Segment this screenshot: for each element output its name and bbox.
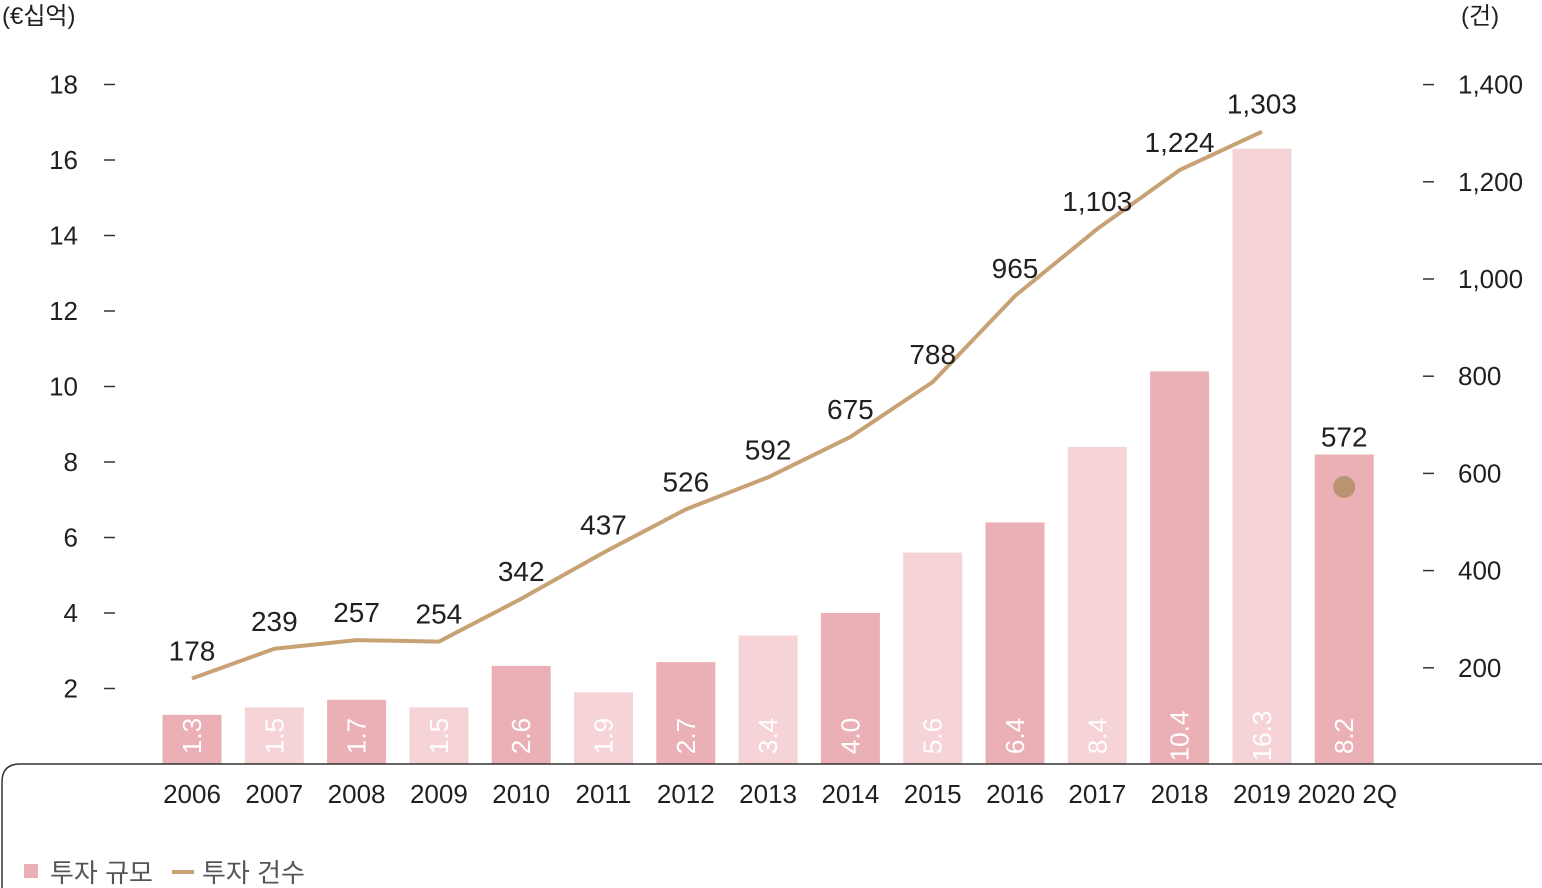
bar-2013: [738, 635, 798, 764]
line-value-label: 572: [1321, 422, 1368, 453]
left-tick-label: 14: [49, 221, 78, 251]
line-value-label: 239: [251, 606, 298, 637]
line-investment-count: [191, 129, 1263, 681]
bar-2011: [574, 692, 633, 764]
line-value-label: 437: [580, 510, 627, 541]
legend-label-line: 투자 건수: [202, 858, 305, 888]
bar-series: [162, 148, 1374, 764]
bar-value-label: 4.0: [835, 718, 865, 754]
line-value-label: 788: [909, 339, 956, 370]
bar-value-label: 1.7: [342, 718, 372, 754]
left-axis: 2 4 6 8 10 12 14 16 18: [49, 70, 115, 704]
right-tick-label: 1,400: [1458, 70, 1523, 100]
bar-value-label: 1.5: [424, 718, 454, 754]
x-tick-label: 2009: [410, 779, 468, 809]
line-value-label: 1,103: [1062, 186, 1132, 217]
bar-2006: [162, 714, 222, 764]
bar-2019: [1232, 148, 1292, 764]
bar-value-label: 16.3: [1247, 711, 1277, 762]
bar-value-label: 1.3: [177, 718, 207, 754]
x-axis: 2006 2007 2008 2009 2010 2011 2012 2013 2014 2015…: [1, 763, 1542, 888]
line-value-label: 526: [662, 466, 709, 497]
bar-2014: [820, 613, 880, 764]
line-value-label: 592: [745, 434, 792, 465]
legend-label-bar: 투자 규모: [50, 858, 153, 888]
x-tick-label: 2008: [328, 779, 386, 809]
bar-2020-2Q: [1314, 454, 1374, 764]
line-point-2020-2q: [1333, 476, 1356, 498]
right-tick-label: 200: [1458, 653, 1501, 683]
line-value-label: 675: [827, 394, 874, 425]
bar-2017: [1067, 446, 1127, 764]
right-tick-label: 800: [1458, 361, 1501, 391]
x-tick-label: 2017: [1068, 779, 1126, 809]
x-tick-label: 2010: [492, 779, 550, 809]
right-axis: 200 400 600 800 1,000 1,200 1,400: [1423, 70, 1523, 683]
right-tick-label: 1,200: [1458, 167, 1523, 197]
x-tick-label: 2020 2Q: [1297, 779, 1397, 809]
legend: 투자 규모 투자 건수: [24, 858, 305, 888]
right-axis-unit: (건): [1461, 3, 1499, 30]
line-value-label: 342: [498, 556, 545, 587]
line-value-label: 1,303: [1227, 89, 1297, 120]
bar-value-label: 8.4: [1082, 718, 1112, 754]
line-value-label: 254: [416, 599, 463, 630]
left-tick-label: 12: [49, 296, 78, 326]
left-axis-unit: (€십억): [2, 3, 76, 30]
right-tick-label: 1,000: [1458, 264, 1523, 294]
x-tick-label: 2014: [821, 779, 879, 809]
line-value-label: 257: [333, 597, 380, 628]
x-axis-line: [1, 763, 1542, 888]
bar-value-label: 2.7: [671, 718, 701, 754]
line-value-labels: 178 239 257 254 342 437 526 592 675 788 965 1,103 1,…: [169, 89, 1368, 667]
bar-2016: [985, 522, 1045, 764]
left-tick-label: 8: [64, 447, 78, 477]
bar-2012: [656, 662, 716, 764]
bar-value-label: 1.5: [259, 718, 289, 754]
bar-2018: [1150, 371, 1210, 764]
bar-value-label: 3.4: [753, 718, 783, 754]
bar-2010: [491, 665, 551, 764]
right-tick-label: 400: [1458, 556, 1501, 586]
bar-2007: [244, 707, 304, 764]
left-tick-label: 6: [64, 523, 78, 553]
bar-value-label: 1.9: [589, 718, 619, 754]
bar-2009: [409, 707, 469, 764]
left-tick-label: 18: [49, 70, 78, 100]
bar-value-label: 8.2: [1329, 718, 1359, 754]
bar-2008: [327, 699, 387, 764]
line-value-label: 1,224: [1145, 127, 1215, 158]
x-tick-label: 2019: [1233, 779, 1291, 809]
line-value-label: 178: [169, 636, 216, 667]
legend-swatch-bar: [24, 864, 38, 878]
bar-value-labels: 1.3 1.5 1.7 1.5 2.6 1.9 2.7 3.4 4.0 5.6 6.4 8.4 10.4…: [177, 711, 1359, 762]
bar-value-label: 2.6: [506, 718, 536, 754]
x-tick-label: 2018: [1151, 779, 1209, 809]
line-series: [191, 129, 1356, 681]
x-tick-label: 2012: [657, 779, 715, 809]
bar-value-label: 10.4: [1165, 711, 1195, 762]
bar-value-label: 5.6: [918, 718, 948, 754]
x-tick-label: 2015: [904, 779, 962, 809]
bar-2015: [903, 552, 963, 764]
x-tick-label: 2006: [163, 779, 221, 809]
left-tick-label: 4: [64, 598, 78, 628]
left-tick-label: 10: [49, 372, 78, 402]
left-tick-label: 2: [64, 674, 78, 704]
left-tick-label: 16: [49, 145, 78, 175]
x-tick-label: 2016: [986, 779, 1044, 809]
right-tick-label: 600: [1458, 458, 1501, 488]
line-value-label: 965: [992, 253, 1039, 284]
x-tick-label: 2013: [739, 779, 797, 809]
x-tick-label: 2011: [576, 779, 632, 809]
bar-value-label: 6.4: [1000, 718, 1030, 754]
x-tick-label: 2007: [245, 779, 303, 809]
